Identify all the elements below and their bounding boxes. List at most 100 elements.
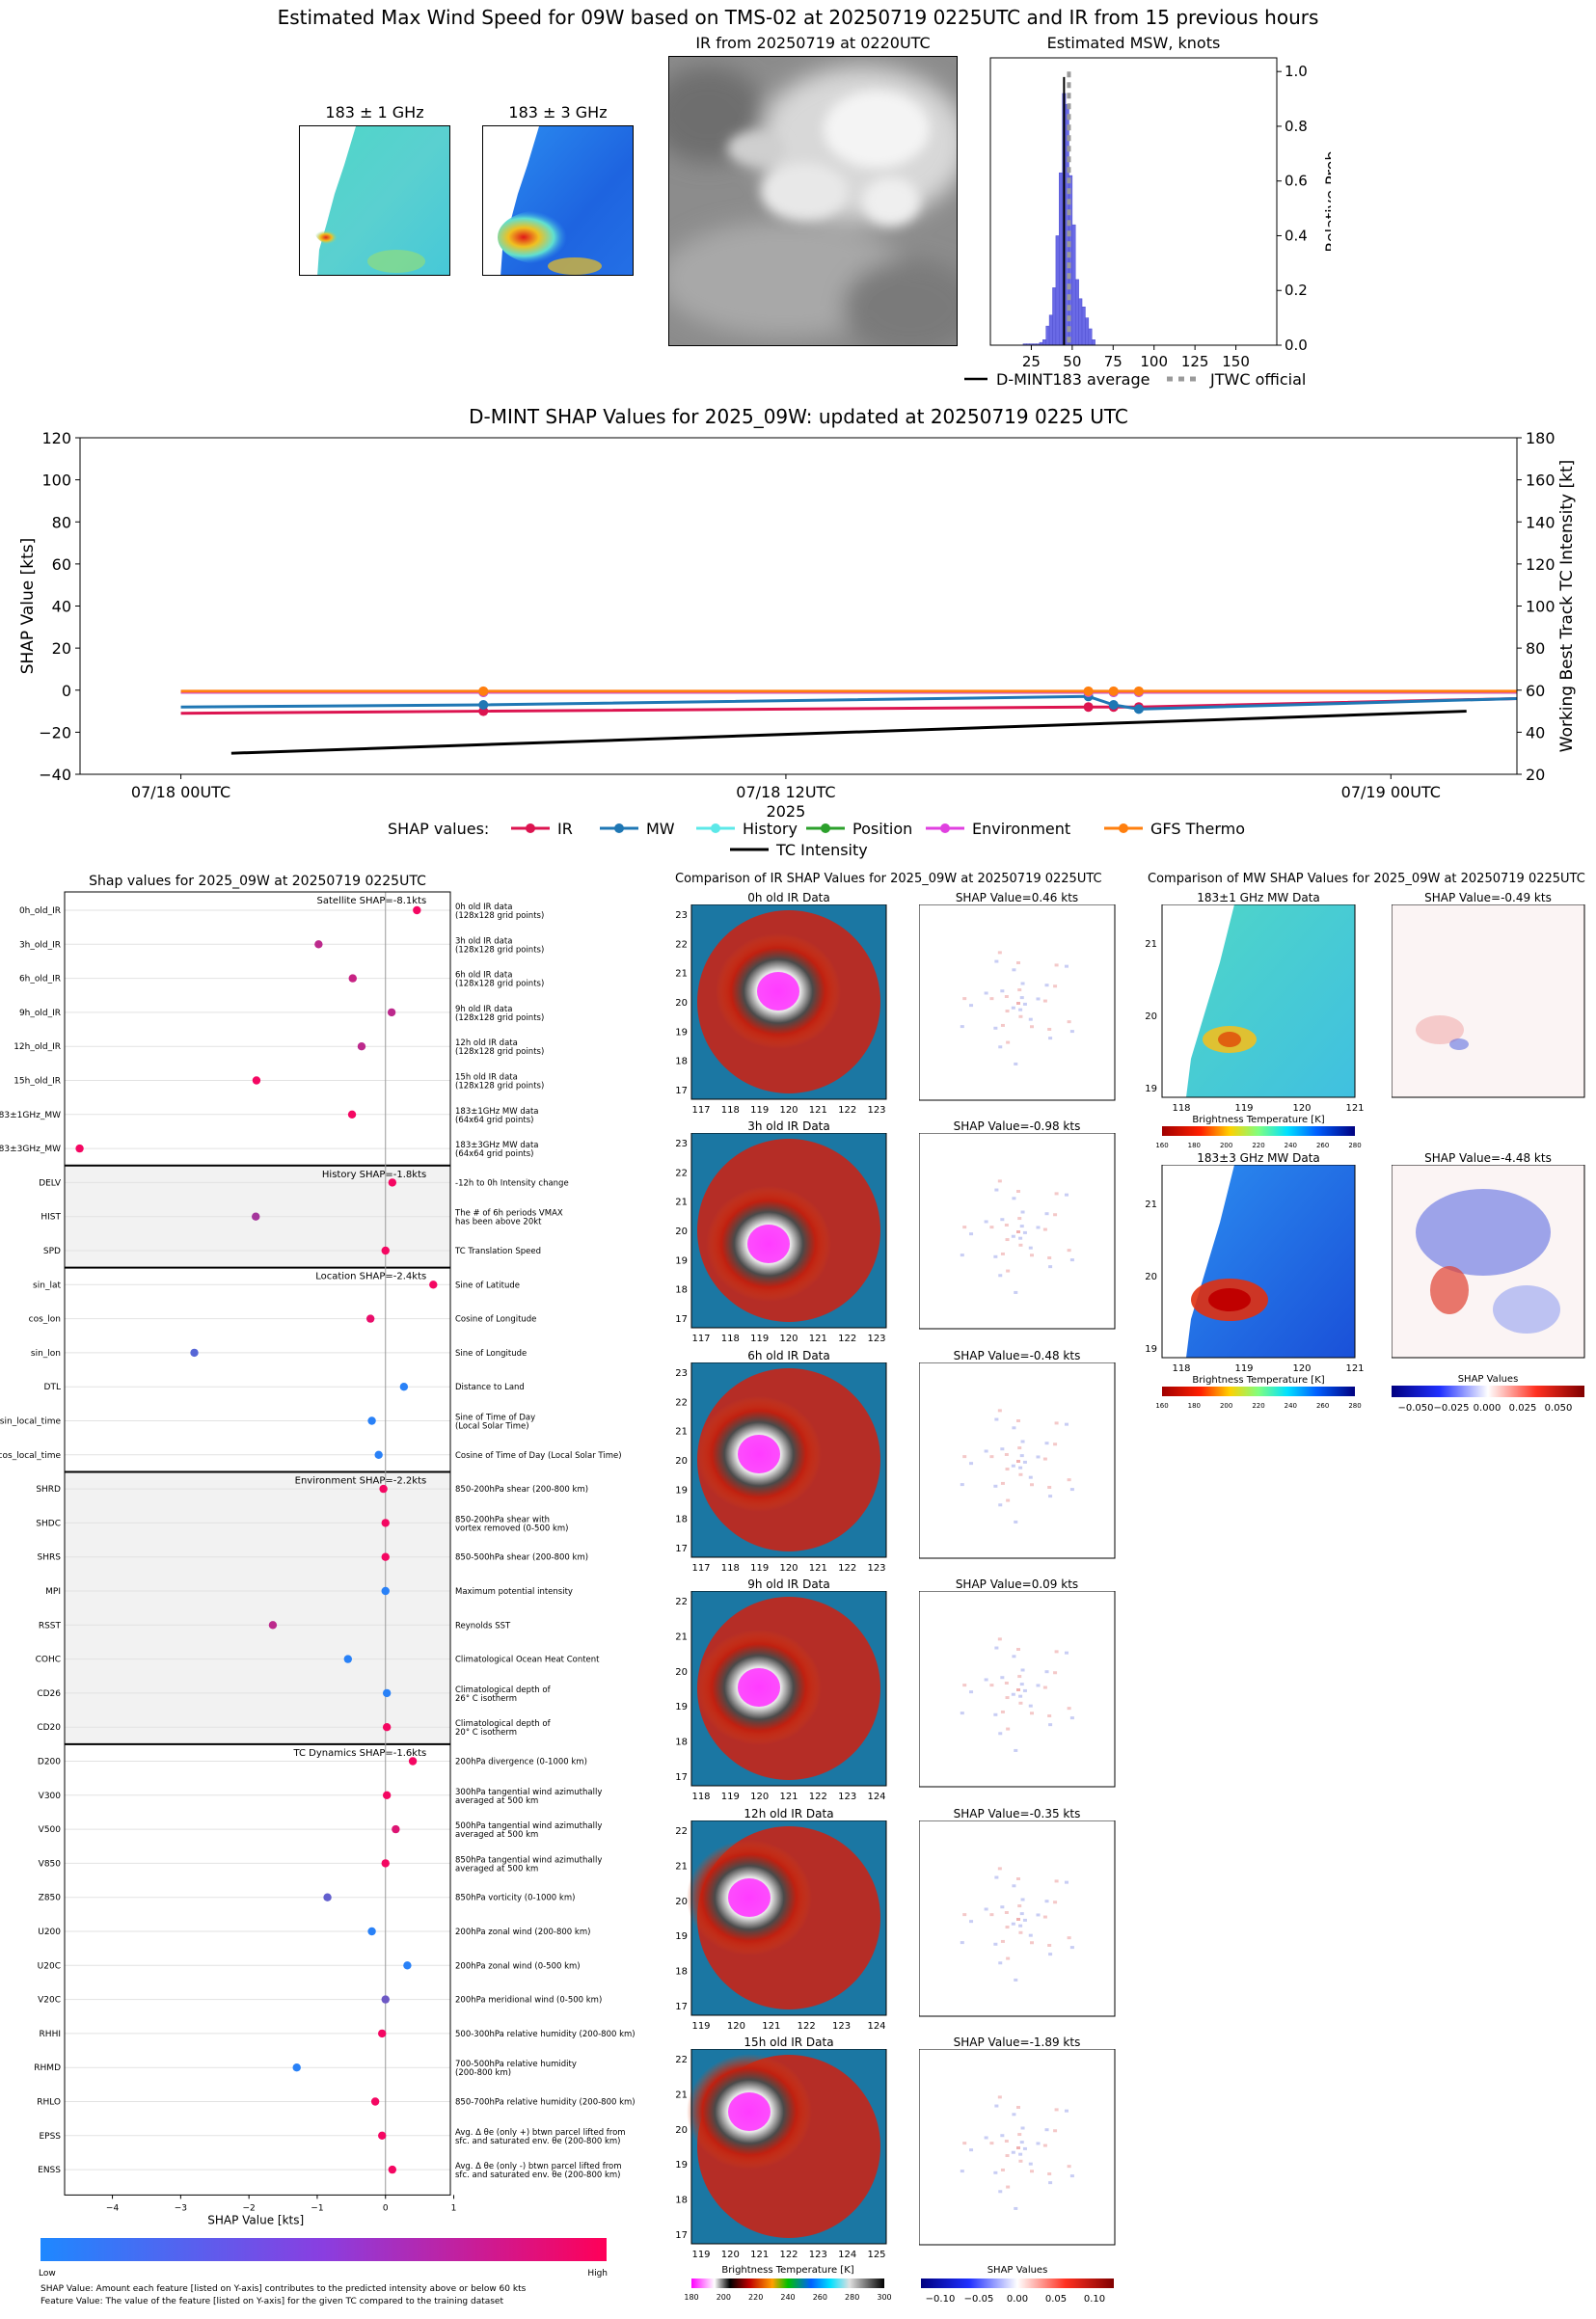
series-line-ir <box>180 696 1518 715</box>
mw-shap-cb-tick: −0.050 <box>1397 1403 1433 1414</box>
ir-shap-speck <box>994 1646 999 1650</box>
ir-xtick-label: 119 <box>691 2021 710 2032</box>
shap-feature-desc: 183±3GHz MW data <box>455 1141 538 1150</box>
ir-eye-cold <box>738 1435 780 1473</box>
ir-shap-speck <box>993 1026 998 1030</box>
ir-shap-speck <box>1047 1943 1052 1947</box>
shap-footnote-2: Feature Value: The value of the feature … <box>41 2297 503 2306</box>
shap-feature-desc: Maximum potential intensity <box>455 1587 573 1597</box>
shap-feature-desc: 850-200hPa shear with <box>455 1515 550 1524</box>
ir-shap-speck <box>1000 2168 1005 2171</box>
ir-xtick-label: 120 <box>750 1792 769 1802</box>
ir-shap-speck <box>998 2190 1003 2194</box>
mw-shap-cb-tick: 0.000 <box>1474 1403 1501 1414</box>
ir-shap-speck <box>1064 1651 1069 1655</box>
shap-feature-label: HIST <box>41 1213 61 1223</box>
mw-shap-cb-tick: 0.025 <box>1509 1403 1537 1414</box>
shap-feature-desc: 850-200hPa shear (200-800 km) <box>455 1485 588 1495</box>
ir-shap-speck <box>962 1913 967 1917</box>
ir-shap-speck <box>1014 2206 1018 2210</box>
mw-cb-tick: 280 <box>1348 1402 1361 1410</box>
ir-xtick-label: 120 <box>779 1563 798 1574</box>
ir-frame <box>690 1591 887 1787</box>
ir-shap-speck <box>997 2095 1002 2099</box>
ir-shap-speck <box>1042 1915 1047 1919</box>
ir-xtick-label: 123 <box>867 1334 885 1344</box>
ir-shap-speck <box>1016 1419 1020 1422</box>
ir-shap-speck <box>1014 1520 1018 1524</box>
ir-shap-speck <box>1036 1226 1041 1229</box>
ir-shap-speck <box>1000 2134 1005 2138</box>
ir-shap-speck <box>1000 989 1005 993</box>
ir-shap-speck <box>1030 1254 1034 1257</box>
mw3-image-svg <box>498 126 633 275</box>
ir-shap-speck <box>1000 1939 1005 1943</box>
ir-shap-speck <box>984 1449 988 1453</box>
shap-point <box>374 1450 383 1459</box>
ir-shap-speck <box>1064 2109 1069 2113</box>
ir-shap-speck <box>1048 1037 1053 1040</box>
ts-legend-marker <box>526 823 535 833</box>
ir-shap-speck <box>1053 984 1058 988</box>
ir-frame <box>690 1820 887 2016</box>
ir-shap-speck <box>1006 1727 1011 1731</box>
ir-shap-speck <box>1044 1442 1049 1445</box>
ts-xtick-label: 07/19 00UTC <box>1341 783 1441 801</box>
shap-feature-desc: 700-500hPa relative humidity <box>455 2060 577 2069</box>
ir-shap-speck <box>984 1220 988 1224</box>
ir-ytick-label: 19 <box>675 1485 688 1496</box>
shap-feature-desc: Sine of Longitude <box>455 1349 527 1359</box>
shap-feature-label: RSST <box>39 1621 62 1631</box>
shap-point <box>403 1961 412 1970</box>
ir-shap-speck <box>962 1226 967 1229</box>
ir-shap-speck <box>1016 961 1020 964</box>
ir-shap-speck <box>1022 1918 1027 1922</box>
mw-shap-title: SHAP Value=-4.48 kts <box>1424 1151 1552 1165</box>
shap-point <box>323 1893 332 1901</box>
shap-feature-desc: TC Translation Speed <box>454 1247 541 1256</box>
ir-xtick-label: 118 <box>721 1563 740 1574</box>
mw-xtick-label: 118 <box>1172 1363 1190 1374</box>
series-marker-mw <box>478 700 489 711</box>
shap-colorbar-high: High <box>587 2269 608 2279</box>
ir-panel-title: 6h old IR Data <box>747 1349 830 1362</box>
series-marker-gfs-thermo <box>478 686 489 696</box>
shap-feature-desc: 200hPa divergence (0-1000 km) <box>455 1758 587 1767</box>
shap-feature-desc: 0h old IR data <box>455 903 512 912</box>
shap-feature-label: 3h_old_IR <box>19 940 61 950</box>
ir-shap-speck <box>1005 1010 1010 1013</box>
ir-shap-speck <box>1036 1684 1041 1687</box>
mw-shap-red <box>1430 1266 1469 1314</box>
ir-shap-title: SHAP Value=-0.35 kts <box>953 1807 1081 1820</box>
shap-feature-label: U20C <box>38 1961 61 1971</box>
ts-legend-label: MW <box>646 820 675 838</box>
ir-cb-tick: 220 <box>748 2293 763 2302</box>
ir-xtick-label: 117 <box>691 1334 710 1344</box>
ir-xtick-label: 124 <box>838 2250 856 2260</box>
hist-bar <box>1059 172 1063 346</box>
ir-xtick-label: 119 <box>691 2250 710 2260</box>
ir-ytick-label: 22 <box>675 939 688 950</box>
ir-shap-speck <box>989 1913 994 1917</box>
shap-point <box>382 1688 392 1698</box>
ir-shap-speck <box>993 1712 998 1716</box>
shap-point <box>252 1076 261 1085</box>
ir-shap-speck <box>1016 1877 1020 1880</box>
ir-shap-speck <box>1064 964 1069 968</box>
shap-feature-desc: 6h old IR data <box>455 971 512 981</box>
ts-ytick-left-label: 100 <box>41 472 71 490</box>
ir-colorbars: Brightness Temperature [K] 180 200 220 240 26… <box>684 2265 1114 2305</box>
series-marker-gfs-thermo <box>1133 686 1144 696</box>
mw-frame <box>1161 1165 1356 1359</box>
shap-feature-label: RHHI <box>40 2030 61 2039</box>
ir-shap-speck <box>1028 1704 1033 1708</box>
shap-point <box>367 1927 376 1936</box>
mw-ytick-label: 21 <box>1145 939 1157 950</box>
ir-shap-speck <box>1030 1483 1034 1487</box>
ir-shap-speck <box>1016 1918 1020 1921</box>
ir-ytick-label: 21 <box>675 1198 688 1208</box>
shap-feature-desc: 9h old IR data <box>455 1005 512 1014</box>
ts-ytick-right-label: 60 <box>1526 682 1545 700</box>
ir-xtick-label: 119 <box>750 1563 769 1574</box>
